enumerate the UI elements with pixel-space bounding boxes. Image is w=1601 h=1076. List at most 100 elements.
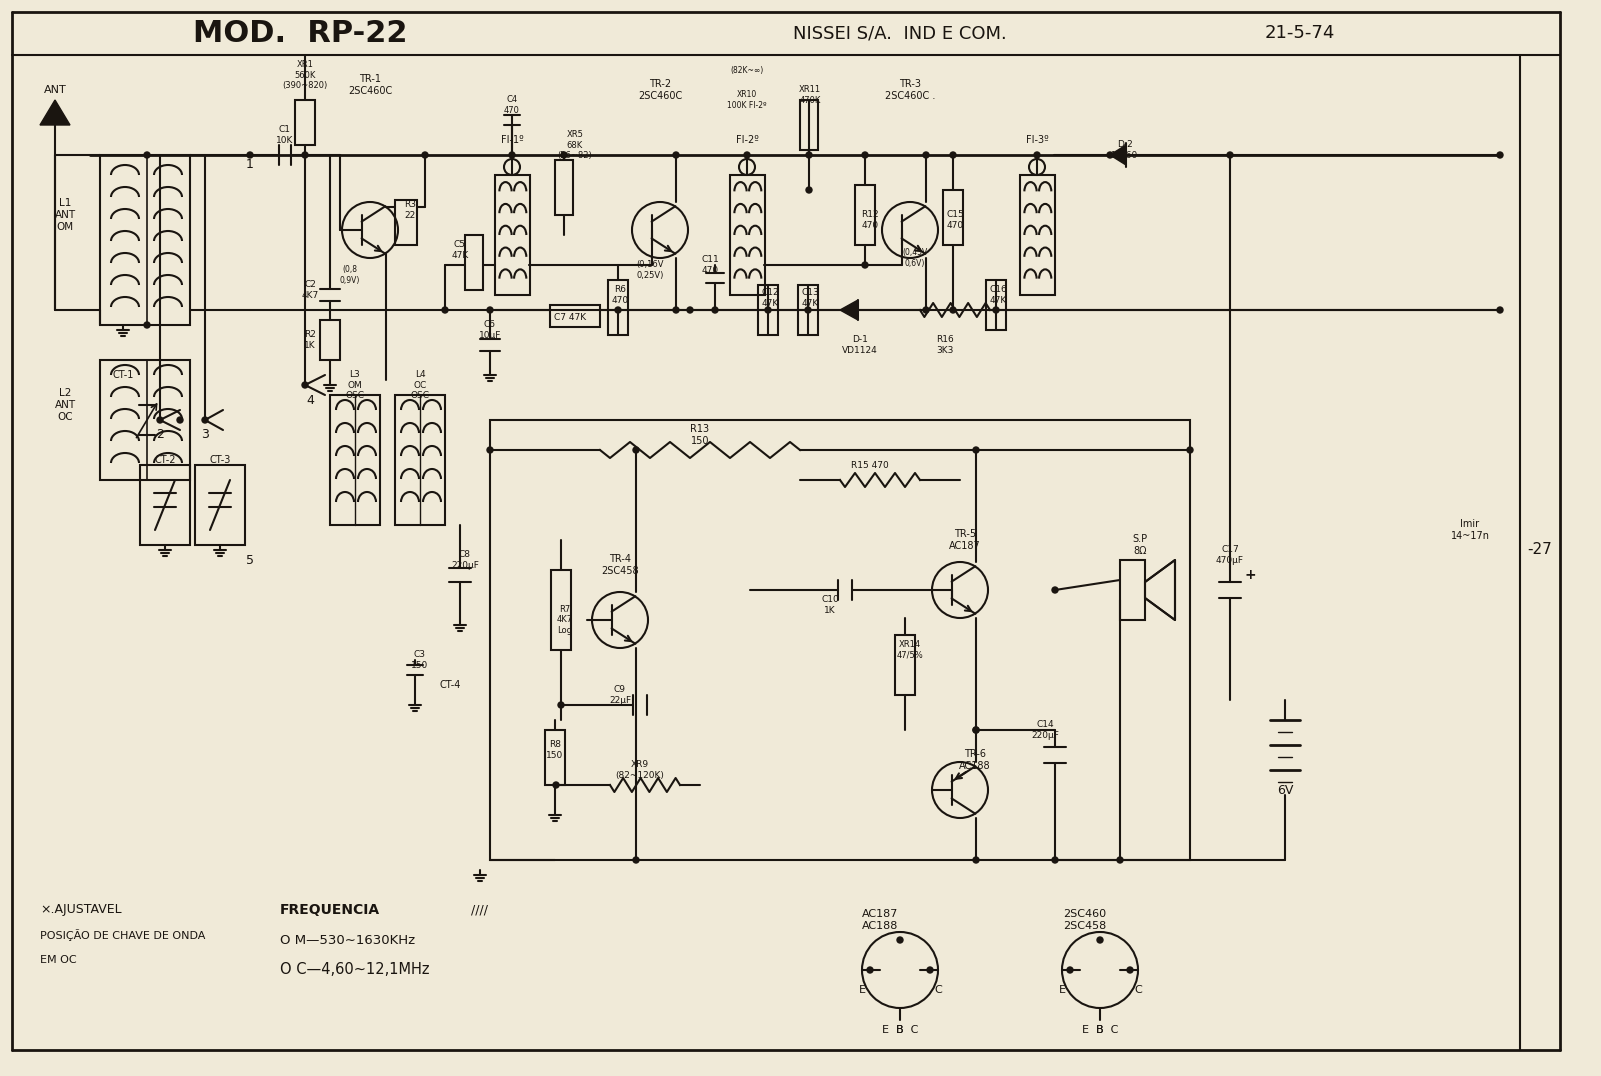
Text: C7 47K: C7 47K — [554, 313, 586, 323]
Polygon shape — [1109, 145, 1126, 165]
Text: C10
1K: C10 1K — [821, 595, 839, 614]
Text: C15
470: C15 470 — [946, 210, 964, 229]
Text: O C—4,60∼12,1MHz: O C—4,60∼12,1MHz — [280, 963, 429, 977]
Text: MOD.  RP-22: MOD. RP-22 — [192, 18, 407, 47]
Circle shape — [1117, 856, 1122, 863]
Circle shape — [487, 447, 493, 453]
Bar — [1020, 175, 1055, 295]
Circle shape — [949, 152, 956, 158]
Circle shape — [1052, 856, 1058, 863]
Text: (82K~∞): (82K~∞) — [730, 66, 764, 74]
Text: C16
47K: C16 47K — [989, 285, 1007, 305]
Text: CT-4: CT-4 — [439, 680, 461, 690]
Circle shape — [687, 307, 693, 313]
Text: XR10
100K FI-2º: XR10 100K FI-2º — [727, 90, 767, 110]
Circle shape — [144, 152, 150, 158]
Bar — [139, 465, 191, 546]
Text: TR-4
2SC458: TR-4 2SC458 — [602, 554, 639, 576]
Text: R13
150: R13 150 — [690, 424, 709, 445]
Text: XR11
470K: XR11 470K — [799, 85, 821, 104]
Text: D-1
VD1124: D-1 VD1124 — [842, 336, 877, 355]
Circle shape — [672, 152, 679, 158]
Circle shape — [712, 307, 717, 313]
Bar — [544, 730, 565, 785]
Text: C5
47K: C5 47K — [451, 240, 469, 259]
Text: C12
47K: C12 47K — [760, 288, 778, 308]
Text: 2SC460
2SC458: 2SC460 2SC458 — [1063, 909, 1106, 931]
Text: Imir
14~17n: Imir 14~17n — [1451, 520, 1489, 541]
Bar — [195, 465, 245, 546]
Circle shape — [247, 152, 253, 158]
Circle shape — [560, 152, 567, 158]
Text: C: C — [1134, 985, 1142, 995]
Text: XR1
560K
(390~820): XR1 560K (390~820) — [282, 60, 328, 90]
Text: (0,8
0,9V): (0,8 0,9V) — [339, 266, 360, 285]
Text: XR14
47/5%: XR14 47/5% — [897, 640, 924, 660]
Circle shape — [861, 261, 868, 268]
Text: C11
470: C11 470 — [701, 255, 719, 274]
Text: S.P
8Ω: S.P 8Ω — [1132, 534, 1148, 556]
Text: 21-5-74: 21-5-74 — [1265, 24, 1335, 42]
Circle shape — [861, 152, 868, 158]
Text: C8
220µF: C8 220µF — [451, 550, 479, 569]
Text: 3: 3 — [202, 428, 210, 441]
Text: R6
470: R6 470 — [612, 285, 629, 305]
Circle shape — [202, 417, 208, 423]
Text: 1: 1 — [247, 158, 255, 171]
Text: ////: //// — [472, 904, 488, 917]
Text: CT-1: CT-1 — [112, 370, 134, 380]
Text: CT-3: CT-3 — [210, 455, 231, 465]
Circle shape — [1106, 152, 1113, 158]
Text: L4
OC
OSC: L4 OC OSC — [410, 370, 429, 400]
Circle shape — [868, 967, 873, 973]
Bar — [895, 635, 916, 695]
Bar — [395, 200, 416, 245]
Text: TR-6
AC188: TR-6 AC188 — [959, 749, 991, 770]
Text: C2
4K7: C2 4K7 — [301, 281, 319, 300]
Bar — [608, 280, 628, 335]
Circle shape — [303, 382, 307, 388]
Text: R16
3K3: R16 3K3 — [937, 336, 954, 355]
Circle shape — [1127, 967, 1134, 973]
Circle shape — [1097, 937, 1103, 943]
Text: C6
10µF: C6 10µF — [479, 321, 501, 340]
Circle shape — [144, 322, 150, 328]
Circle shape — [487, 307, 493, 313]
Text: NISSEI S/A.  IND E COM.: NISSEI S/A. IND E COM. — [792, 24, 1007, 42]
Circle shape — [615, 307, 621, 313]
Bar — [99, 155, 191, 325]
Circle shape — [632, 856, 639, 863]
Polygon shape — [841, 300, 858, 320]
Circle shape — [973, 727, 978, 733]
Bar — [395, 395, 445, 525]
Circle shape — [552, 782, 559, 788]
Text: FI-1º: FI-1º — [501, 134, 524, 145]
Text: C14
220µF: C14 220µF — [1031, 720, 1058, 739]
Text: R3
22: R3 22 — [403, 200, 416, 220]
Text: 6V: 6V — [1278, 783, 1294, 796]
Circle shape — [303, 152, 307, 158]
Bar — [757, 285, 778, 335]
Text: -27: -27 — [1527, 542, 1553, 557]
Circle shape — [178, 417, 183, 423]
Bar — [551, 305, 600, 327]
Text: TR-1
2SC460C: TR-1 2SC460C — [347, 74, 392, 96]
Text: B: B — [1097, 1025, 1103, 1035]
Circle shape — [949, 307, 956, 313]
Bar — [730, 175, 765, 295]
Bar — [295, 100, 315, 145]
Circle shape — [1497, 152, 1503, 158]
Circle shape — [765, 307, 772, 313]
Text: R2
1K: R2 1K — [304, 330, 315, 350]
Text: C1
10K: C1 10K — [277, 125, 293, 144]
Text: XR9
(82~120K): XR9 (82~120K) — [615, 761, 664, 780]
Bar — [464, 235, 484, 291]
Text: (0,45V
0,6V): (0,45V 0,6V) — [903, 249, 927, 268]
Bar — [330, 395, 379, 525]
Text: C: C — [933, 985, 941, 995]
Circle shape — [1066, 967, 1073, 973]
Text: FREQUENCIA: FREQUENCIA — [280, 903, 379, 917]
Text: CT-2: CT-2 — [154, 455, 176, 465]
Text: D-2
1N-60: D-2 1N-60 — [1111, 140, 1138, 159]
Circle shape — [632, 447, 639, 453]
